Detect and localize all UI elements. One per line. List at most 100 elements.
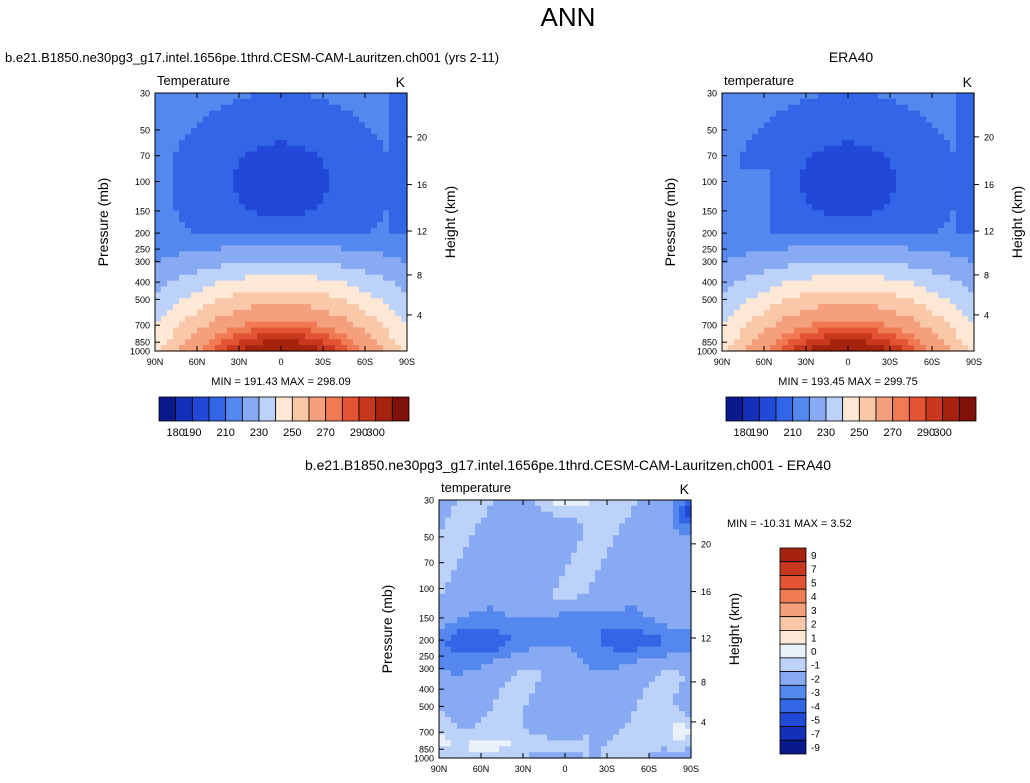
contour-cell [401, 104, 408, 112]
contour-cell [323, 233, 330, 241]
contour-cell [890, 333, 897, 340]
contour-cell [239, 116, 246, 123]
contour-cell [529, 746, 536, 753]
contour-cell [800, 163, 807, 170]
contour-cell [245, 304, 252, 311]
contour-cell [239, 222, 246, 229]
contour-cell [836, 116, 843, 123]
contour-cell [788, 239, 795, 247]
contour-cell [493, 576, 500, 583]
contour-cell [239, 274, 246, 282]
contour-cell [359, 198, 366, 206]
contour-cell [305, 309, 312, 317]
contour-cell [836, 98, 843, 106]
contour-cell [944, 263, 951, 270]
contour-cell [830, 227, 837, 235]
contour-cell [197, 198, 204, 206]
contour-cell [824, 134, 831, 141]
contour-cell [517, 599, 524, 607]
contour-cell [854, 210, 861, 217]
contour-cell [511, 558, 518, 566]
contour-cell [842, 280, 849, 288]
contour-cell [445, 552, 452, 560]
contour-cell [341, 93, 348, 100]
contour-cell [305, 274, 312, 282]
contour-cell [475, 593, 482, 601]
contour-cell [371, 139, 378, 147]
contour-cell [529, 617, 536, 624]
contour-cell [353, 186, 360, 194]
contour-cell [209, 274, 216, 282]
contour-cell [740, 286, 747, 293]
contour-cell [469, 652, 476, 659]
contour-cell [257, 274, 264, 282]
contour-cell [179, 204, 186, 211]
contour-cell [445, 617, 452, 624]
contour-cell [439, 716, 446, 724]
contour-cell [944, 180, 951, 188]
contour-cell [872, 198, 879, 206]
contour-cell [215, 163, 222, 170]
contour-cell [806, 139, 813, 147]
contour-cell [281, 292, 288, 299]
contour-cell [269, 251, 276, 258]
contour-cell [353, 233, 360, 241]
contour-cell [493, 599, 500, 607]
contour-cell [890, 151, 897, 159]
contour-cell [848, 93, 855, 100]
contour-cell [257, 186, 264, 194]
contour-cell [493, 605, 500, 613]
contour-cell [956, 222, 963, 229]
contour-cell [185, 98, 192, 106]
contour-cell [878, 204, 885, 211]
contour-cell [529, 705, 536, 712]
contour-cell [329, 251, 336, 258]
contour-cell [842, 122, 849, 129]
colorbar-box [325, 396, 343, 422]
contour-cell [583, 675, 590, 683]
contour-cell [451, 605, 458, 613]
contour-cell [968, 93, 975, 100]
contour-cell [884, 292, 891, 299]
contour-cell [377, 122, 384, 129]
contour-cell [890, 163, 897, 170]
contour-cell [179, 192, 186, 200]
contour-cell [896, 169, 903, 176]
contour-cell [872, 116, 879, 123]
contour-cell [914, 268, 921, 276]
contour-cell [155, 110, 162, 118]
contour-cell [275, 251, 282, 258]
contour-cell [962, 327, 969, 335]
contour-cell [197, 245, 204, 252]
contour-cell [299, 333, 306, 340]
contour-cell [353, 157, 360, 164]
contour-cell [806, 227, 813, 235]
contour-cell [227, 110, 234, 118]
contour-cell [341, 333, 348, 340]
contour-cell [359, 298, 366, 305]
contour-cell [782, 163, 789, 170]
contour-cell [860, 192, 867, 200]
contour-cell [499, 511, 506, 519]
contour-cell [938, 280, 945, 288]
contour-cell [553, 740, 560, 747]
contour-cell [347, 298, 354, 305]
contour-cell [221, 198, 228, 206]
contour-cell [734, 145, 741, 153]
contour-cell [389, 93, 396, 100]
colorbar-box [808, 396, 827, 422]
contour-cell [401, 157, 408, 164]
contour-cell [317, 233, 324, 241]
contour-cell [878, 239, 885, 247]
contour-cell [722, 116, 729, 123]
contour-cell [239, 93, 246, 100]
contour-cell [317, 210, 324, 217]
contour-cell [245, 116, 252, 123]
contour-cell [457, 687, 464, 695]
contour-cell [782, 280, 789, 288]
contour-cell [185, 227, 192, 235]
contour-cell [311, 198, 318, 206]
contour-cell [836, 280, 843, 288]
contour-cell [944, 321, 951, 329]
contour-cell [770, 245, 777, 252]
